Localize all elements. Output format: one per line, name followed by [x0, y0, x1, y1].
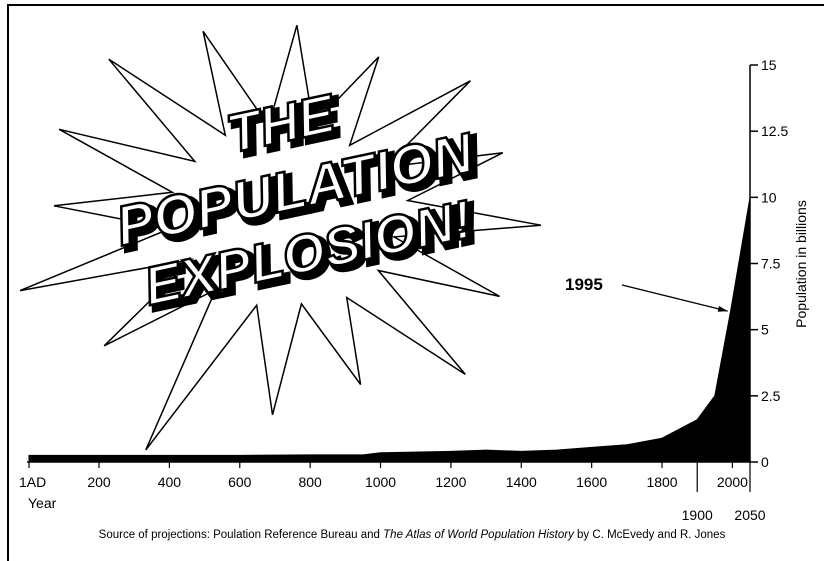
x-tick-label: 1900 [682, 507, 713, 523]
x-tick-label: 2000 [717, 474, 748, 490]
x-tick-label: 2050 [734, 507, 765, 523]
x-tick-label: 200 [87, 474, 111, 490]
x-tick-label: 800 [298, 474, 322, 490]
x-tick-label: 600 [228, 474, 252, 490]
source-prefix: Source of projections: Poulation Referen… [99, 529, 384, 541]
y-axis-label: Population in billions [793, 200, 809, 328]
x-tick-label: 1800 [646, 474, 677, 490]
annotation: 1995 [565, 275, 603, 294]
source-note: Source of projections: Poulation Referen… [99, 529, 726, 541]
y-tick-label: 12.5 [761, 123, 788, 139]
frame [8, 5, 824, 561]
y-tick-label: 5 [761, 322, 769, 338]
x-tick-label: 1600 [576, 474, 607, 490]
x-tick-label: 1AD [19, 474, 46, 490]
y-tick-label: 0 [761, 454, 769, 470]
y-tick-label: 15 [761, 57, 777, 73]
x-tick-label: 1000 [365, 474, 396, 490]
y-tick-label: 10 [761, 189, 777, 205]
arrow-head [718, 306, 728, 312]
x-tick-label: 1200 [435, 474, 466, 490]
y-tick-label: 2.5 [761, 388, 781, 404]
y-tick-label: 7.5 [761, 256, 781, 272]
source-title: The Atlas of World Population History [383, 529, 575, 541]
source-suffix: by C. McEvedy and R. Jones [574, 529, 726, 541]
annotation-arrow [622, 285, 728, 311]
chart: THETHEPOPULATIONPOPULATIONEXPLOSION!EXPL… [0, 0, 824, 561]
x-tick-label: 400 [158, 474, 182, 490]
x-tick-label: 1400 [506, 474, 537, 490]
x-axis-label: Year [28, 495, 57, 511]
